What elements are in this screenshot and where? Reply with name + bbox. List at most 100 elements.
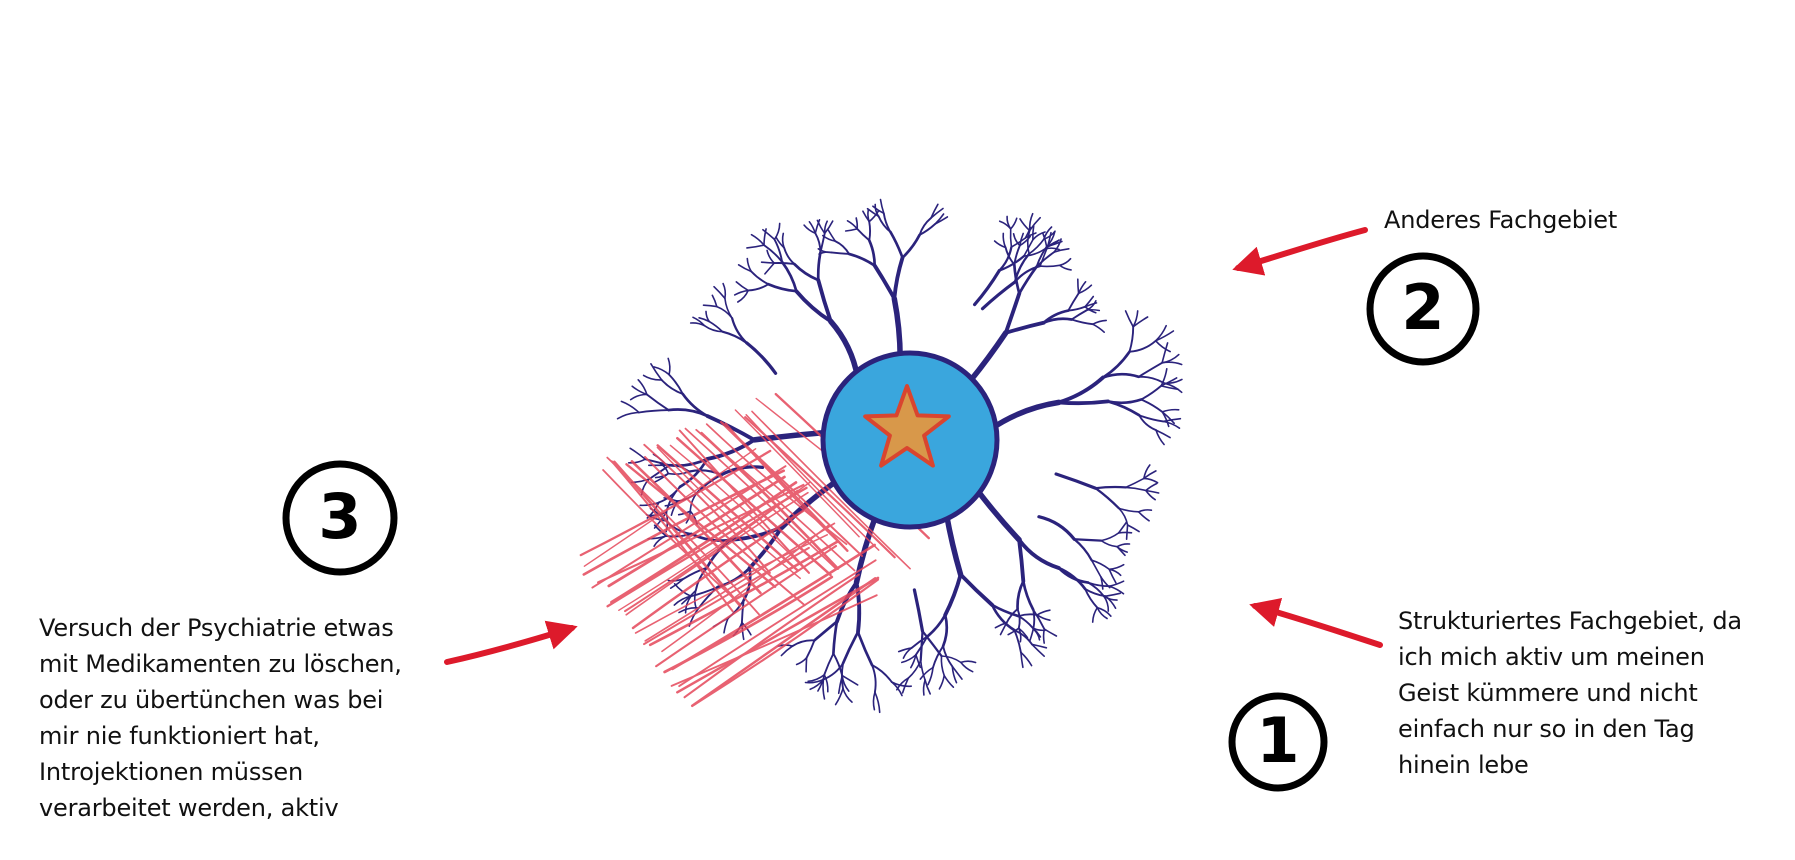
dendrite-branch — [1086, 308, 1101, 312]
dendrite-branch — [1161, 342, 1169, 364]
scribble-stroke — [678, 559, 877, 688]
dendrite-branch — [1128, 339, 1157, 353]
dendrite-branch — [783, 246, 796, 265]
dendrite-branch — [1020, 651, 1024, 669]
scribble-stroke — [693, 578, 880, 706]
dendrite-branch — [1100, 576, 1104, 590]
dendrite-branch — [1058, 264, 1072, 271]
dendrite-branch — [938, 674, 945, 690]
annotation-text-2: Anderes Fachgebiet — [1384, 206, 1618, 234]
dendrite-branch — [692, 316, 706, 327]
dendrite-branch — [901, 654, 917, 664]
scribble-stroke — [631, 509, 805, 630]
dendrite-branch — [773, 222, 781, 241]
dendrite-branch — [1137, 509, 1153, 513]
dendrite-branch — [941, 613, 949, 648]
dendrite-branch — [767, 282, 798, 293]
dendrite-branch — [1090, 559, 1110, 571]
dendrite-branch — [735, 281, 749, 292]
dendrite-branch — [1017, 537, 1061, 570]
dendrite-branch — [1028, 238, 1045, 255]
dendrite-branch — [814, 232, 822, 254]
dendrite-branch — [988, 399, 1062, 432]
dendrite-branch — [1155, 429, 1165, 446]
dendrite-branch — [919, 659, 926, 681]
dendrite-branch — [1010, 237, 1027, 248]
dendrite-branch — [990, 603, 1020, 618]
dendrite-branch — [1024, 232, 1037, 239]
dendrite-branch — [868, 210, 880, 223]
dendrite-branch — [722, 282, 727, 300]
dendrite-branch — [816, 219, 826, 235]
scribble-stroke — [655, 544, 838, 668]
dendrite-branch — [1017, 613, 1039, 618]
dendrite-branch — [943, 674, 955, 688]
dendrite-branch — [773, 238, 784, 263]
number-3: 3 — [318, 479, 362, 553]
dendrite-branch — [664, 500, 679, 507]
dendrite-branch — [1046, 239, 1060, 248]
dendrite-branch — [780, 260, 798, 293]
scribble-stroke — [597, 483, 805, 584]
dendrite-branch — [891, 295, 903, 362]
dendrite-branch — [1039, 264, 1061, 268]
dendrite-branch — [973, 269, 1001, 307]
scribble-stroke — [612, 460, 742, 607]
dendrite-branch — [1154, 330, 1175, 342]
dendrite-branch — [629, 447, 646, 460]
dendrite-branch — [1077, 284, 1093, 295]
dendrite-branch — [855, 217, 859, 230]
dendrite-branch — [1013, 264, 1042, 284]
dendrite-branch — [723, 617, 729, 634]
dendrite-branch — [703, 324, 724, 333]
dendrite-branch — [922, 679, 926, 696]
dendrite-branch — [1108, 568, 1117, 584]
dendrite-branch — [1023, 248, 1046, 257]
dendrite-branch — [1143, 477, 1159, 484]
dendrite-branch — [716, 305, 733, 319]
dendrite-branch — [1002, 232, 1007, 249]
annotation-text-1: Strukturiertes Fachgebiet, da ich mich a… — [1398, 607, 1742, 779]
dendrite-branch — [627, 458, 646, 464]
dendrite-branch — [827, 229, 836, 242]
dendrite-branch — [1118, 507, 1140, 513]
dendrite-branch — [1096, 606, 1108, 620]
dendrite-branch — [1032, 225, 1035, 241]
dendrite-branch — [1161, 361, 1183, 366]
dendrite-branch — [668, 373, 684, 395]
dendrite-branch — [657, 485, 681, 504]
dendrite-branch — [1138, 414, 1157, 432]
dendrite-branch — [854, 580, 862, 635]
dendrite-branch — [1154, 340, 1171, 353]
dendrite-branch — [823, 673, 829, 693]
dendrite-branch — [1092, 323, 1105, 333]
dendrite-branch — [1070, 309, 1089, 321]
dendrite-branch — [867, 239, 877, 267]
scribble-stroke — [625, 491, 809, 616]
scribble-stroke — [683, 573, 860, 699]
dendrite-branch — [973, 485, 1022, 543]
dendrite-branch — [1009, 217, 1018, 230]
dendrite-branch — [1137, 375, 1166, 385]
dendrite-branch — [1043, 247, 1060, 251]
dendrite-branch — [1106, 400, 1141, 417]
arrow-to-region-1 — [1249, 598, 1383, 648]
dendrite-branch — [711, 294, 718, 308]
dendrite-branch — [1073, 538, 1093, 562]
dendrite-branch — [817, 248, 832, 254]
dendrite-branch — [1104, 592, 1121, 597]
dendrite-branch — [927, 666, 934, 686]
crossout-scribble — [579, 392, 930, 708]
scribble-stroke — [583, 448, 757, 567]
dendrite-branch — [932, 645, 945, 669]
dendrite-branch — [1067, 292, 1080, 312]
scribble-stroke — [607, 475, 786, 588]
dendrite-branch — [1042, 317, 1073, 325]
dendrite-branch — [681, 392, 709, 418]
dendrite-branch — [730, 317, 748, 345]
dendrite-branch — [667, 357, 671, 376]
dendrite-branch — [637, 409, 670, 414]
dendrite-branch — [1019, 218, 1031, 232]
dendrite-branch — [724, 297, 733, 319]
dendrite-branch — [747, 283, 770, 292]
